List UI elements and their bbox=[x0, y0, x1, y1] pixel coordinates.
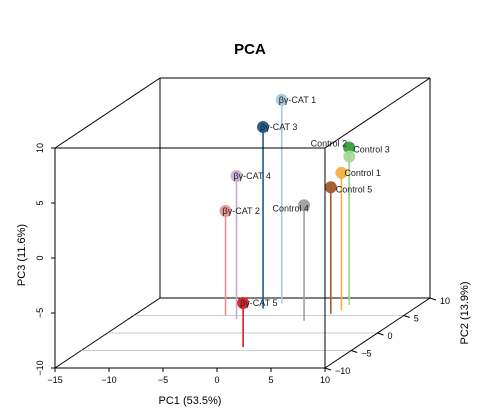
chart-title: PCA bbox=[234, 41, 266, 58]
data-point bbox=[298, 199, 311, 212]
x-tick-label: 10 bbox=[320, 375, 330, 385]
x-tick-label: −15 bbox=[47, 375, 62, 385]
y-axis-label: PC2 (13.9%) bbox=[459, 282, 471, 345]
x-axis-ticks: −15 −10 −5 0 5 10 bbox=[47, 368, 330, 385]
data-point bbox=[257, 121, 270, 133]
box-edge bbox=[54, 77, 161, 149]
data-point bbox=[343, 141, 356, 154]
y-tick-mark bbox=[351, 350, 358, 353]
z-tick-label: 5 bbox=[35, 200, 45, 205]
data-point bbox=[324, 181, 337, 194]
y-tick-label: 10 bbox=[440, 296, 450, 306]
y-tick-mark bbox=[429, 297, 437, 301]
z-tick-label: 10 bbox=[35, 143, 45, 153]
data-point bbox=[275, 93, 288, 106]
z-axis-label: PC3 (11.6%) bbox=[16, 224, 28, 286]
point-label: βγ-CAT 2 bbox=[223, 206, 260, 216]
data-points: βγ-CAT 1 βγ-CAT 3 βγ-CAT 4 βγ-CAT 2 βγ-CAT 5… bbox=[219, 93, 390, 309]
point-label: βγ-CAT 5 bbox=[240, 298, 277, 308]
z-tick-label: −5 bbox=[35, 308, 45, 318]
y-axis-ticks: −10 −5 0 5 10 bbox=[324, 296, 450, 376]
point-label: Control 3 bbox=[353, 145, 390, 155]
data-point bbox=[237, 297, 250, 309]
y-tick-label: −10 bbox=[335, 366, 350, 376]
point-label: Control 4 bbox=[273, 203, 310, 213]
y-tick-mark bbox=[403, 315, 410, 318]
x-tick-label: 5 bbox=[268, 375, 273, 385]
z-axis-ticks: −10 −5 0 5 10 bbox=[35, 143, 55, 376]
y-tick-label: 0 bbox=[388, 331, 393, 341]
y-tick-mark bbox=[377, 332, 384, 336]
point-label: Control 2 bbox=[311, 139, 348, 149]
data-point bbox=[219, 205, 232, 217]
y-tick-label: −5 bbox=[361, 349, 371, 359]
point-label: Control 1 bbox=[344, 168, 381, 178]
x-tick-label: −5 bbox=[158, 375, 168, 385]
x-tick-label: −10 bbox=[101, 375, 116, 385]
point-label: βγ-CAT 3 bbox=[260, 122, 297, 132]
y-tick-mark bbox=[324, 367, 332, 371]
z-tick-label: 0 bbox=[35, 255, 45, 260]
box-edge bbox=[324, 77, 431, 149]
point-label: Control 5 bbox=[336, 184, 373, 194]
x-axis-label: PC1 (53.5%) bbox=[159, 395, 222, 407]
x-tick-label: 0 bbox=[214, 375, 219, 385]
data-point bbox=[343, 150, 356, 163]
data-point bbox=[230, 170, 243, 182]
y-tick-label: 5 bbox=[414, 314, 419, 324]
bounding-box-front bbox=[54, 77, 431, 369]
data-point bbox=[335, 166, 348, 179]
point-label: βγ-CAT 4 bbox=[234, 171, 271, 181]
point-label: βγ-CAT 1 bbox=[279, 95, 316, 105]
z-tick-label: −10 bbox=[35, 360, 45, 375]
drop-lines bbox=[224, 99, 351, 347]
